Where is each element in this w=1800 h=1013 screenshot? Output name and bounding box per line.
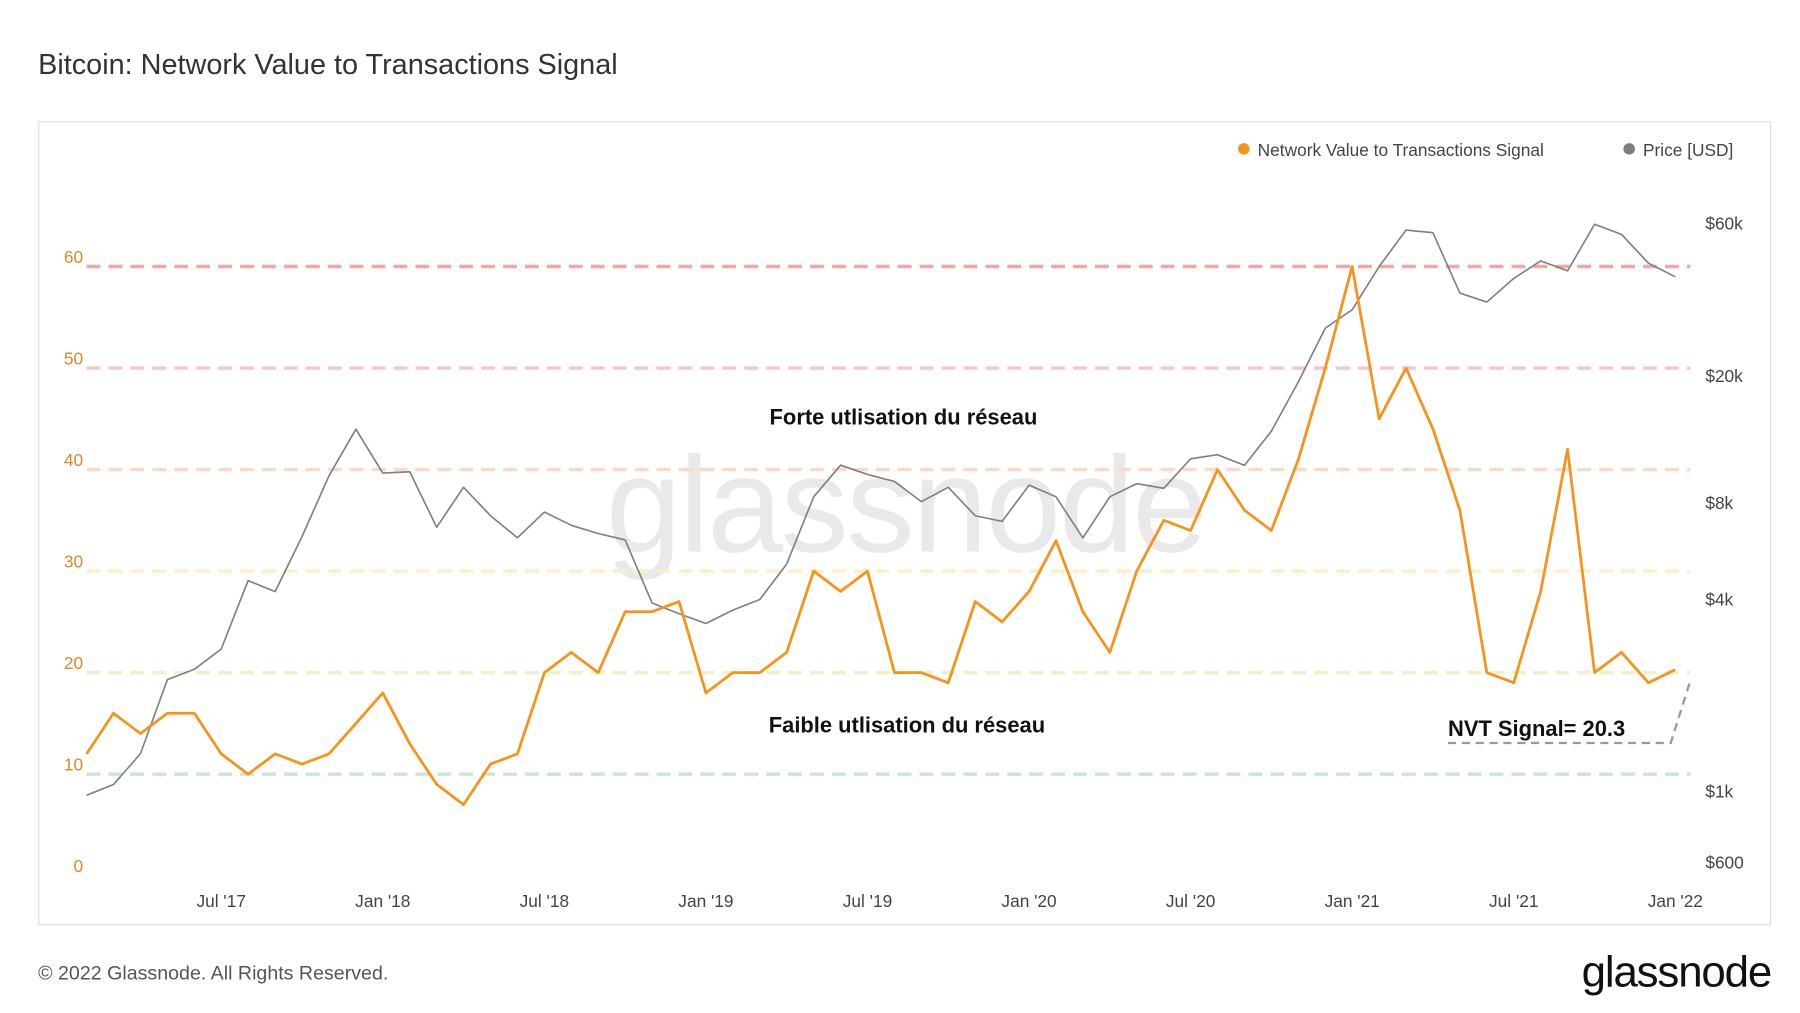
- plot-area: 0 10 20 30 40 50 60 $600 $1k $4k $8k $20k $60k Jul '1…: [64, 214, 1744, 911]
- x-tick-label: Jul '20: [1166, 891, 1215, 911]
- legend-marker: [1623, 143, 1635, 155]
- x-tick-label: Jul '17: [197, 891, 246, 911]
- legend-label: Network Value to Transactions Signal: [1258, 140, 1544, 160]
- x-tick-label: Jan '22: [1648, 891, 1703, 911]
- x-tick-label: Jul '21: [1489, 891, 1538, 911]
- y-tick-label: 30: [64, 552, 83, 572]
- y2-tick-label: $60k: [1705, 214, 1743, 234]
- x-tick-label: Jan '21: [1325, 891, 1380, 911]
- y2-tick-label: $4k: [1705, 589, 1733, 609]
- x-tick-label: Jan '20: [1001, 891, 1056, 911]
- y-tick-label: 20: [64, 653, 83, 673]
- annotation: NVT Signal= 20.3: [1448, 716, 1625, 741]
- x-tick-label: Jan '19: [678, 891, 733, 911]
- footer: © 2022 Glassnode. All Rights Reserved.: [38, 963, 388, 985]
- y2-tick-label: $1k: [1705, 782, 1733, 802]
- nvt-line: [85, 265, 1676, 807]
- y-tick-label: 0: [74, 856, 84, 876]
- logo: glassnode: [1582, 947, 1771, 996]
- y-tick-label: 10: [64, 755, 83, 775]
- chart-title: Bitcoin: Network Value to Transactions S…: [38, 49, 618, 81]
- price-line: [86, 223, 1676, 797]
- watermark: glassnode: [606, 428, 1206, 580]
- legend-marker: [1238, 143, 1250, 155]
- legend-label: Price [USD]: [1643, 140, 1733, 160]
- chart-frame: [38, 121, 1772, 926]
- x-tick-label: Jan '18: [355, 891, 410, 911]
- x-tick-label: Jul '19: [843, 891, 892, 911]
- annotation: Faible utlisation du réseau: [769, 713, 1045, 738]
- y2-tick-label: $600: [1705, 852, 1743, 872]
- annotation-leader: [1448, 680, 1692, 745]
- y2-tick-label: $20k: [1705, 366, 1743, 386]
- x-tick-label: Jul '18: [520, 891, 569, 911]
- annotation: Forte utlisation du réseau: [770, 405, 1038, 430]
- y-tick-label: 50: [64, 349, 83, 369]
- y2-tick-label: $8k: [1705, 493, 1733, 513]
- y-tick-label: 40: [64, 450, 83, 470]
- y-tick-label: 60: [64, 247, 83, 267]
